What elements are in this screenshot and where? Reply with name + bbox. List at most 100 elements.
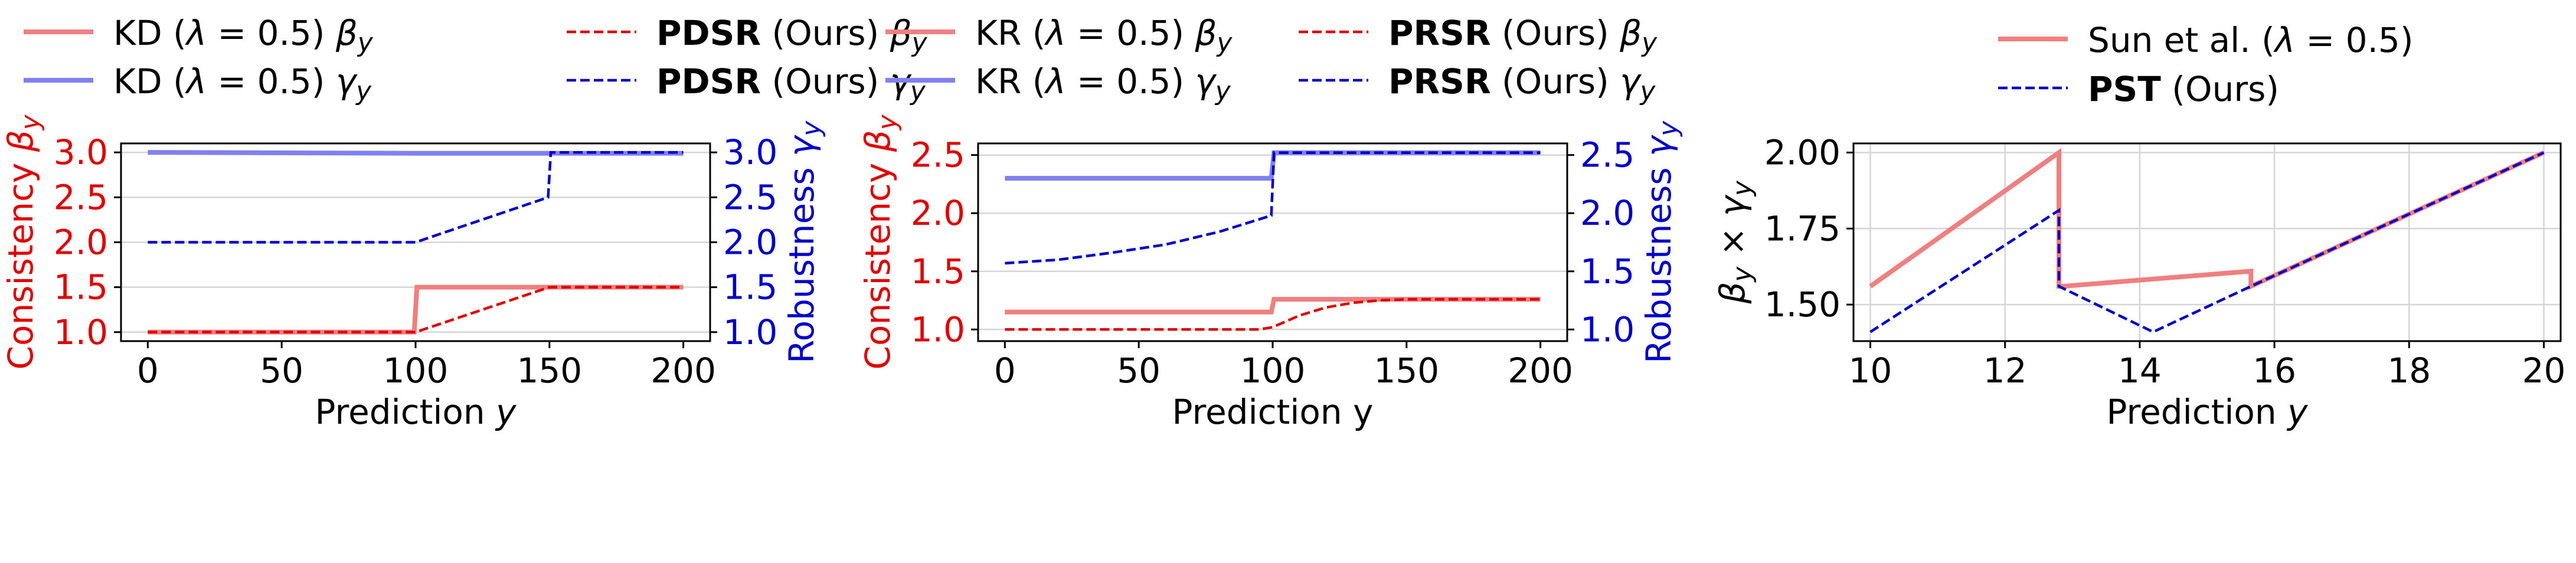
legend-label: PDSR (Ours) γy	[656, 61, 926, 106]
legend-label: KR (λ = 0.5) βy	[975, 13, 1233, 58]
y-tick-label-right: 2.0	[723, 222, 777, 263]
x-tick-label: 18	[2387, 351, 2431, 391]
y-tick-label-left: 3.0	[54, 132, 108, 172]
x-tick-label: 100	[1240, 351, 1306, 391]
text-run: Consistency	[858, 152, 898, 369]
text-run: = 0.5)	[1066, 61, 1195, 102]
x-tick-label: 20	[2522, 351, 2566, 391]
text-run: λ	[1044, 13, 1065, 53]
y-tick-label-right: 3.0	[723, 132, 777, 172]
text-run: Prediction	[315, 392, 496, 432]
text-run: PRSR	[1388, 61, 1491, 102]
text-run: y	[1216, 28, 1233, 58]
text-run: γ	[1639, 135, 1679, 156]
series-line-4	[1005, 151, 1541, 265]
y-tick-label-right: 1.5	[723, 267, 777, 307]
x-axis-label: Prediction y	[315, 392, 517, 432]
text-run: γ	[336, 61, 358, 102]
x-axis-label: Prediction y	[1172, 392, 1374, 432]
x-tick-label: 14	[2118, 351, 2162, 391]
text-run: ×	[1712, 216, 1753, 266]
text-run: Sun et al. (	[2088, 20, 2275, 60]
series-line-4	[148, 150, 684, 244]
text-run: = 0.5)	[207, 61, 336, 102]
text-run: = 0.5)	[2295, 20, 2413, 60]
legend-label: KD (λ = 0.5) βy	[113, 13, 374, 58]
legend-label: PRSR (Ours) βy	[1388, 13, 1658, 58]
legend-label: PST (Ours)	[2088, 69, 2279, 109]
chart-panel-1: 0 50 100 150 2001.01.52.02.53.01.01.52.02.53…	[1, 13, 928, 432]
x-tick-label: 50	[260, 351, 303, 391]
y-tick-label-left: 2.5	[54, 177, 108, 217]
text-run: y	[1728, 180, 1757, 197]
y-tick-label-left: 2.00	[1764, 132, 1841, 172]
x-tick-label: 200	[650, 351, 716, 391]
series-line-1	[1005, 297, 1541, 315]
y-axis-label-left: Consistency βy	[858, 114, 903, 369]
y-axis-label-left: Consistency βy	[1, 114, 45, 369]
text-run: y	[16, 114, 45, 131]
text-run: λ	[1044, 61, 1065, 102]
x-tick-label: 200	[1508, 351, 1573, 391]
text-run: (Ours)	[761, 13, 890, 53]
text-run: (Ours)	[2161, 69, 2279, 109]
text-run: β	[1195, 13, 1217, 53]
y-tick-label-left: 2.0	[54, 222, 108, 263]
y-tick-label-left: 1.5	[54, 267, 108, 307]
y-tick-label-right: 1.5	[1580, 251, 1634, 292]
text-run: y	[1728, 266, 1757, 283]
text-run: β	[1, 130, 41, 152]
legend-label: Sun et al. (λ = 0.5)	[2088, 20, 2413, 60]
series-line-3	[1005, 297, 1541, 331]
x-tick-label: 150	[516, 351, 582, 391]
text-run: PDSR	[656, 13, 761, 53]
y-axis-label-left: βy × γy	[1712, 180, 1757, 305]
x-tick-label: 16	[2253, 351, 2296, 391]
text-run: Prediction	[2107, 392, 2288, 432]
text-run: Prediction y	[1172, 392, 1374, 432]
x-tick-label: 0	[137, 351, 159, 391]
text-run: y	[2286, 392, 2308, 432]
y-tick-label-left: 1.0	[911, 309, 965, 349]
y-axis-label-right: Robustness γy	[782, 120, 826, 364]
legend: Sun et al. (λ = 0.5) PST (Ours)	[1998, 20, 2413, 109]
text-run: γ	[1195, 61, 1217, 102]
y-tick-label-left: 1.75	[1764, 208, 1841, 248]
text-run: PDSR	[656, 61, 761, 102]
legend-label: KR (λ = 0.5) γy	[975, 61, 1231, 106]
text-run: KR (	[975, 13, 1045, 53]
text-run: = 0.5)	[1066, 13, 1195, 53]
text-run: (Ours)	[761, 61, 890, 102]
y-tick-label-right: 2.5	[1580, 135, 1634, 175]
plot-frame	[1852, 142, 2562, 342]
text-run: γ	[1712, 194, 1753, 216]
y-tick-label-left: 1.5	[911, 251, 965, 292]
y-tick-label-left: 1.0	[54, 312, 108, 352]
y-tick-label-right: 1.0	[723, 312, 777, 352]
text-run: y	[1214, 77, 1231, 106]
text-run: y	[1640, 28, 1658, 58]
text-run: y	[873, 114, 903, 131]
text-run: KD (	[113, 13, 187, 53]
text-run: λ	[185, 13, 207, 53]
y-tick-label-left: 1.50	[1764, 284, 1841, 325]
text-run: KD (	[113, 61, 187, 102]
text-run: β	[335, 13, 358, 53]
text-run: y	[1654, 120, 1683, 138]
x-tick-label: 150	[1374, 351, 1439, 391]
text-run: PST	[2088, 69, 2161, 109]
chart-panel-2: 0 50 100 150 2001.01.52.02.51.01.52.02.5Pred…	[858, 13, 1683, 432]
text-run: Consistency	[1, 152, 41, 369]
legend-label: PDSR (Ours) βy	[656, 13, 928, 58]
text-run: y	[495, 392, 516, 432]
text-run: Robustness	[782, 156, 822, 364]
text-run: λ	[2273, 20, 2295, 60]
text-run: γ	[782, 135, 822, 156]
text-run: β	[1712, 282, 1753, 305]
legend-label: KD (λ = 0.5) γy	[113, 61, 372, 106]
text-run: PRSR	[1388, 13, 1491, 53]
text-run: y	[355, 77, 372, 106]
